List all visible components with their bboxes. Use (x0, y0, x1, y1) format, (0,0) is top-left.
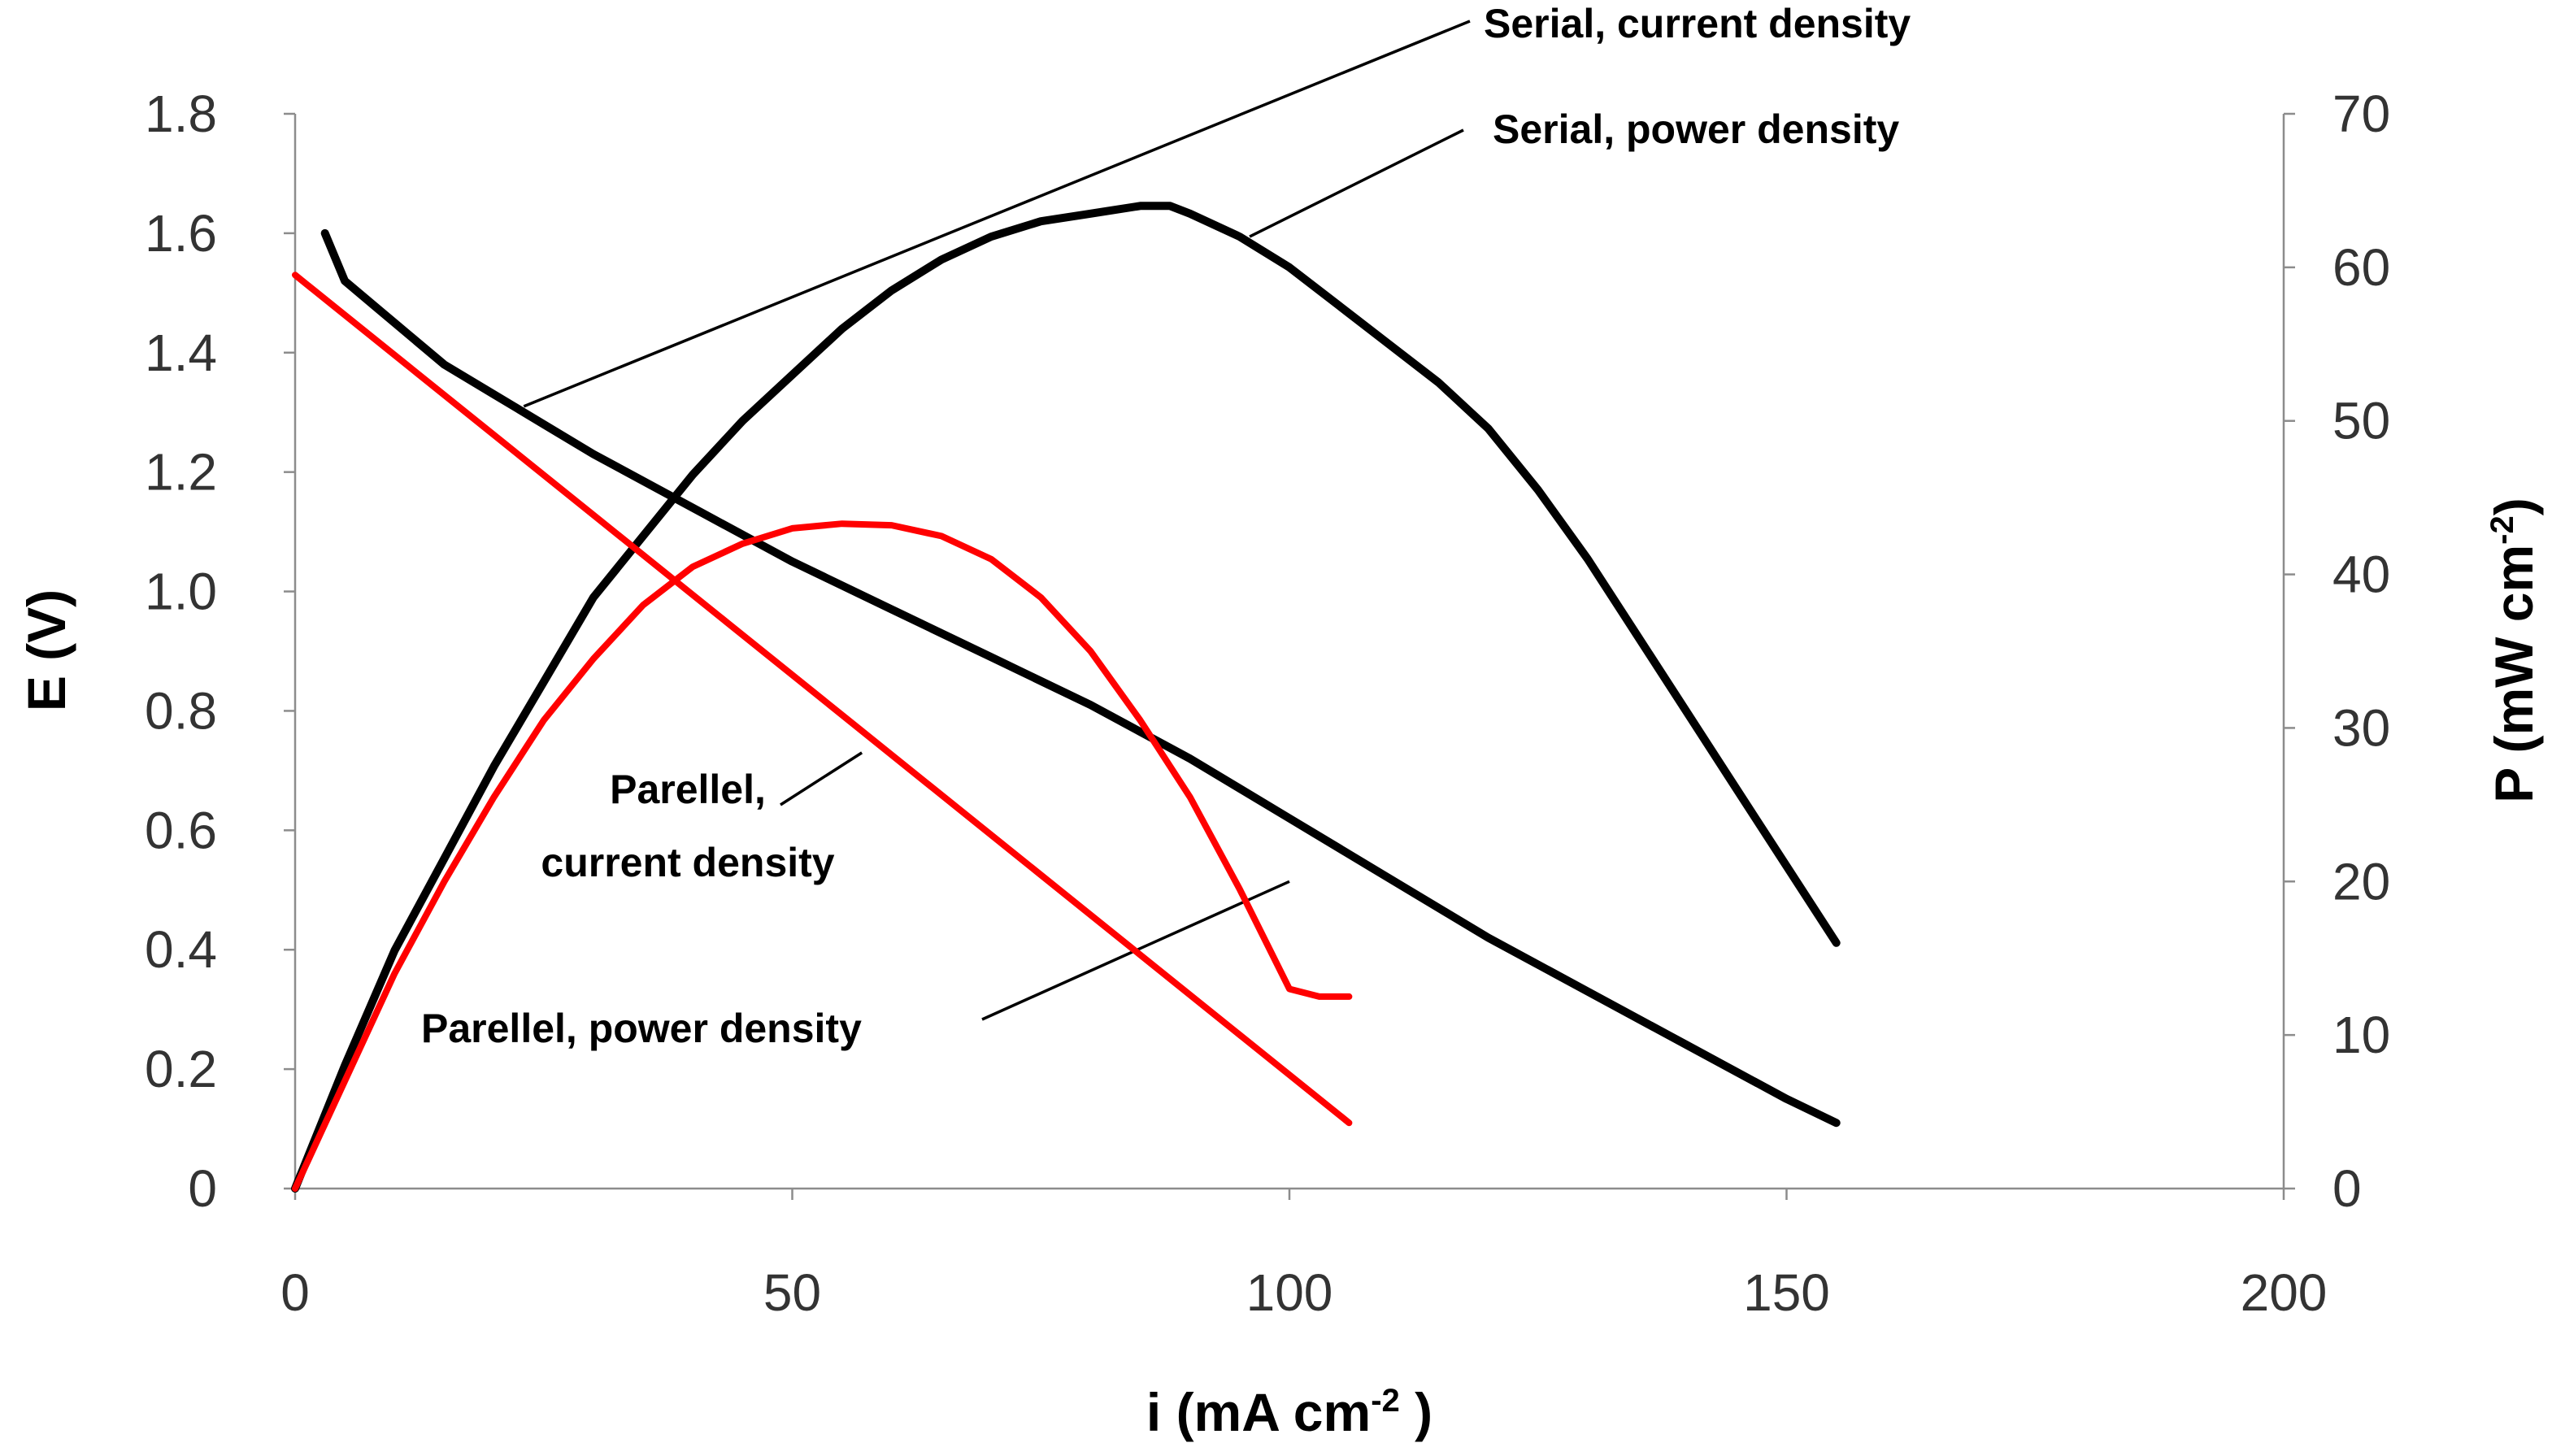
x-axis-title: i (mA cm-2 ) (1146, 1382, 1432, 1442)
y2-tick-label: 60 (2332, 238, 2390, 297)
y2-tick-label: 10 (2332, 1006, 2390, 1064)
y-tick-label: 1.4 (145, 324, 217, 382)
x-tick-label: 100 (1246, 1263, 1333, 1322)
y2-axis-title: P (mW cm-2) (2484, 498, 2544, 802)
series-line-parellel-power-density (292, 520, 1353, 1192)
series-line-parellel-current-density (292, 272, 1353, 1127)
annotation-leader-line (523, 20, 1471, 408)
x-tick-label: 50 (763, 1263, 821, 1322)
annotation-serial-power: Serial, power density (1493, 106, 1899, 152)
y2-tick-label: 50 (2332, 392, 2390, 450)
y2-tick-label: 70 (2332, 85, 2390, 143)
x-tick-label: 150 (1743, 1263, 1830, 1322)
annotation-parallel-current-line2: current density (541, 840, 834, 885)
y2-tick-label: 30 (2332, 698, 2390, 757)
y-axis-title: E (V) (16, 589, 76, 711)
annotation-parallel-current-line1: Parellel, (610, 767, 766, 812)
y-tick-label: 0.8 (145, 681, 217, 740)
y-tick-label: 1.2 (145, 443, 217, 502)
y-tick-label: 0.4 (145, 920, 217, 979)
annotation-parallel-power: Parellel, power density (421, 1006, 862, 1051)
y-tick-label: 0 (188, 1159, 217, 1218)
y-tick-label: 1.8 (145, 85, 217, 143)
y-tick-label: 1.6 (145, 204, 217, 263)
y-tick-label: 1.0 (145, 563, 217, 621)
y2-tick-label: 40 (2332, 545, 2390, 604)
annotation-leader-line (780, 751, 863, 806)
annotation-serial-current: Serial, current density (1484, 1, 1911, 46)
y2-tick-label: 0 (2332, 1159, 2362, 1218)
x-tick-label: 0 (280, 1263, 310, 1322)
series-line-serial-current-density (320, 228, 1841, 1128)
ticks-layer: 0 50 100 150 20000.20.40.60.81.01.21.41.61.8… (145, 85, 2390, 1322)
y-tick-label: 0.6 (145, 801, 217, 859)
series-line-serial-power-density (291, 202, 1841, 1193)
y2-tick-label: 20 (2332, 852, 2390, 911)
series-layer (291, 202, 1841, 1193)
annotation-leader-line (1249, 128, 1464, 238)
y-tick-label: 0.2 (145, 1040, 217, 1098)
x-tick-label: 200 (2241, 1263, 2328, 1322)
